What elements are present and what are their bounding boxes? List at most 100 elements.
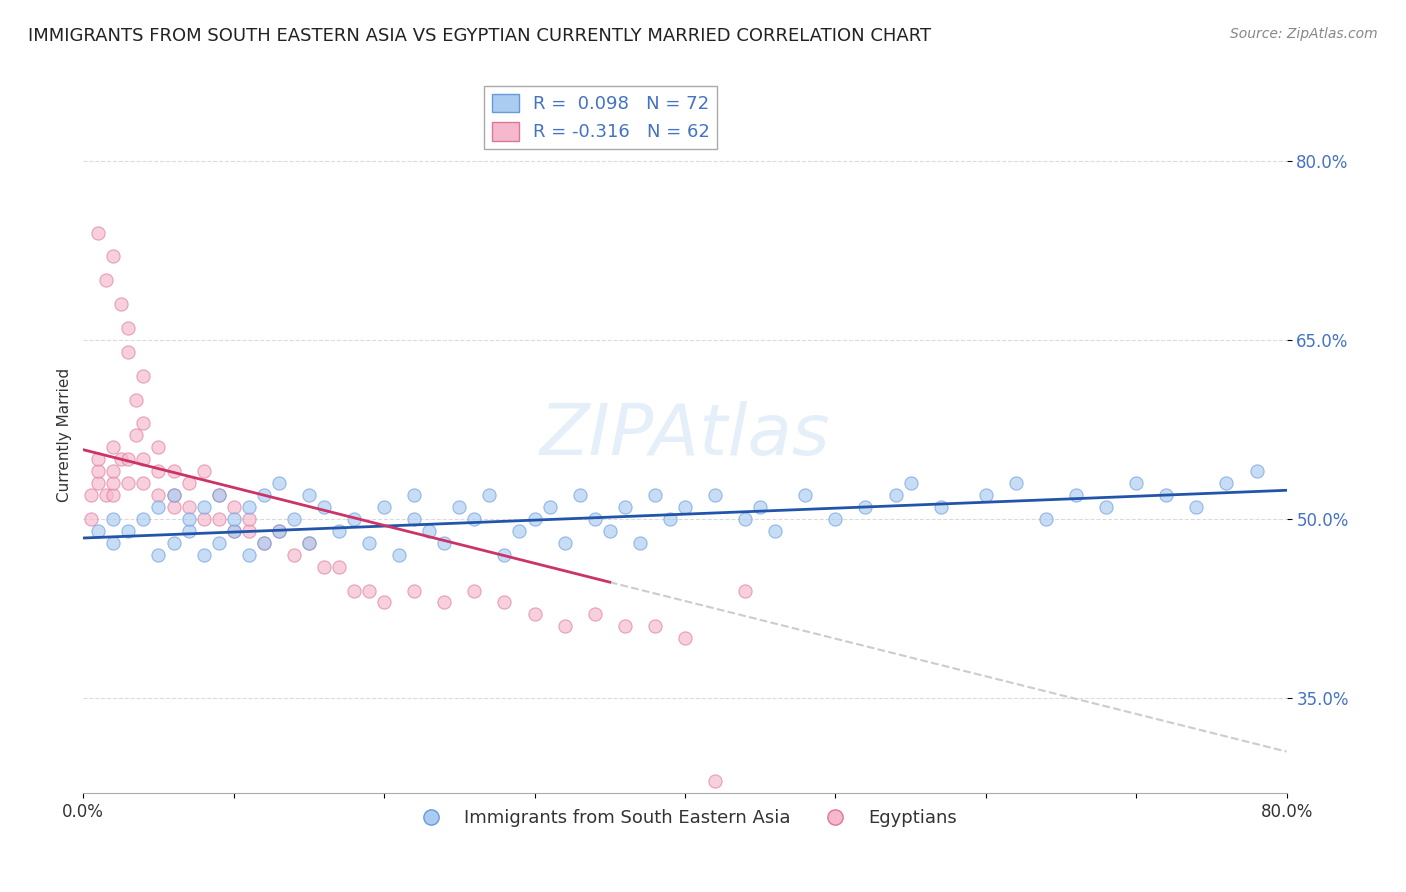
Point	[929, 500, 952, 514]
Point	[1005, 476, 1028, 491]
Point	[208, 488, 231, 502]
Point	[103, 464, 125, 478]
Point	[148, 500, 170, 514]
Text: ZIPAtlas: ZIPAtlas	[540, 401, 830, 470]
Point	[824, 512, 846, 526]
Point	[117, 452, 139, 467]
Point	[1095, 500, 1118, 514]
Point	[87, 524, 110, 538]
Point	[463, 512, 485, 526]
Point	[628, 535, 651, 549]
Point	[103, 512, 125, 526]
Point	[734, 583, 756, 598]
Point	[298, 488, 321, 502]
Point	[373, 500, 395, 514]
Point	[433, 535, 456, 549]
Point	[523, 512, 546, 526]
Point	[704, 488, 727, 502]
Point	[193, 500, 215, 514]
Text: IMMIGRANTS FROM SOUTH EASTERN ASIA VS EGYPTIAN CURRENTLY MARRIED CORRELATION CHA: IMMIGRANTS FROM SOUTH EASTERN ASIA VS EG…	[28, 27, 931, 45]
Point	[238, 524, 260, 538]
Point	[298, 535, 321, 549]
Point	[328, 524, 350, 538]
Legend: Immigrants from South Eastern Asia, Egyptians: Immigrants from South Eastern Asia, Egyp…	[406, 802, 965, 834]
Point	[283, 512, 305, 526]
Point	[80, 512, 103, 526]
Point	[1035, 512, 1057, 526]
Point	[343, 512, 366, 526]
Point	[538, 500, 561, 514]
Point	[222, 500, 245, 514]
Point	[148, 440, 170, 454]
Point	[644, 619, 666, 633]
Point	[613, 500, 636, 514]
Point	[177, 500, 200, 514]
Point	[132, 476, 155, 491]
Point	[568, 488, 591, 502]
Text: Source: ZipAtlas.com: Source: ZipAtlas.com	[1230, 27, 1378, 41]
Point	[87, 452, 110, 467]
Point	[253, 535, 276, 549]
Point	[359, 583, 381, 598]
Point	[238, 512, 260, 526]
Point	[253, 535, 276, 549]
Point	[267, 524, 290, 538]
Point	[404, 583, 426, 598]
Point	[132, 368, 155, 383]
Point	[900, 476, 922, 491]
Point	[658, 512, 681, 526]
Point	[177, 476, 200, 491]
Point	[478, 488, 501, 502]
Point	[734, 512, 756, 526]
Point	[103, 535, 125, 549]
Point	[132, 417, 155, 431]
Point	[343, 583, 366, 598]
Point	[117, 476, 139, 491]
Point	[87, 464, 110, 478]
Point	[222, 512, 245, 526]
Point	[1125, 476, 1147, 491]
Point	[644, 488, 666, 502]
Point	[328, 559, 350, 574]
Point	[117, 524, 139, 538]
Point	[148, 488, 170, 502]
Point	[162, 488, 184, 502]
Point	[110, 452, 132, 467]
Point	[404, 488, 426, 502]
Point	[148, 548, 170, 562]
Point	[298, 535, 321, 549]
Point	[103, 476, 125, 491]
Point	[794, 488, 817, 502]
Point	[494, 595, 516, 609]
Point	[704, 774, 727, 789]
Point	[208, 512, 231, 526]
Point	[148, 464, 170, 478]
Point	[162, 535, 184, 549]
Point	[253, 488, 276, 502]
Point	[463, 583, 485, 598]
Point	[1246, 464, 1268, 478]
Point	[613, 619, 636, 633]
Point	[80, 488, 103, 502]
Point	[103, 249, 125, 263]
Point	[87, 226, 110, 240]
Point	[763, 524, 786, 538]
Point	[554, 619, 576, 633]
Point	[125, 392, 148, 407]
Point	[117, 321, 139, 335]
Point	[508, 524, 530, 538]
Point	[283, 548, 305, 562]
Point	[673, 632, 696, 646]
Point	[1215, 476, 1237, 491]
Point	[494, 548, 516, 562]
Point	[433, 595, 456, 609]
Point	[208, 535, 231, 549]
Point	[267, 476, 290, 491]
Point	[94, 488, 117, 502]
Point	[208, 488, 231, 502]
Point	[125, 428, 148, 442]
Point	[312, 500, 335, 514]
Point	[193, 548, 215, 562]
Point	[162, 500, 184, 514]
Point	[884, 488, 907, 502]
